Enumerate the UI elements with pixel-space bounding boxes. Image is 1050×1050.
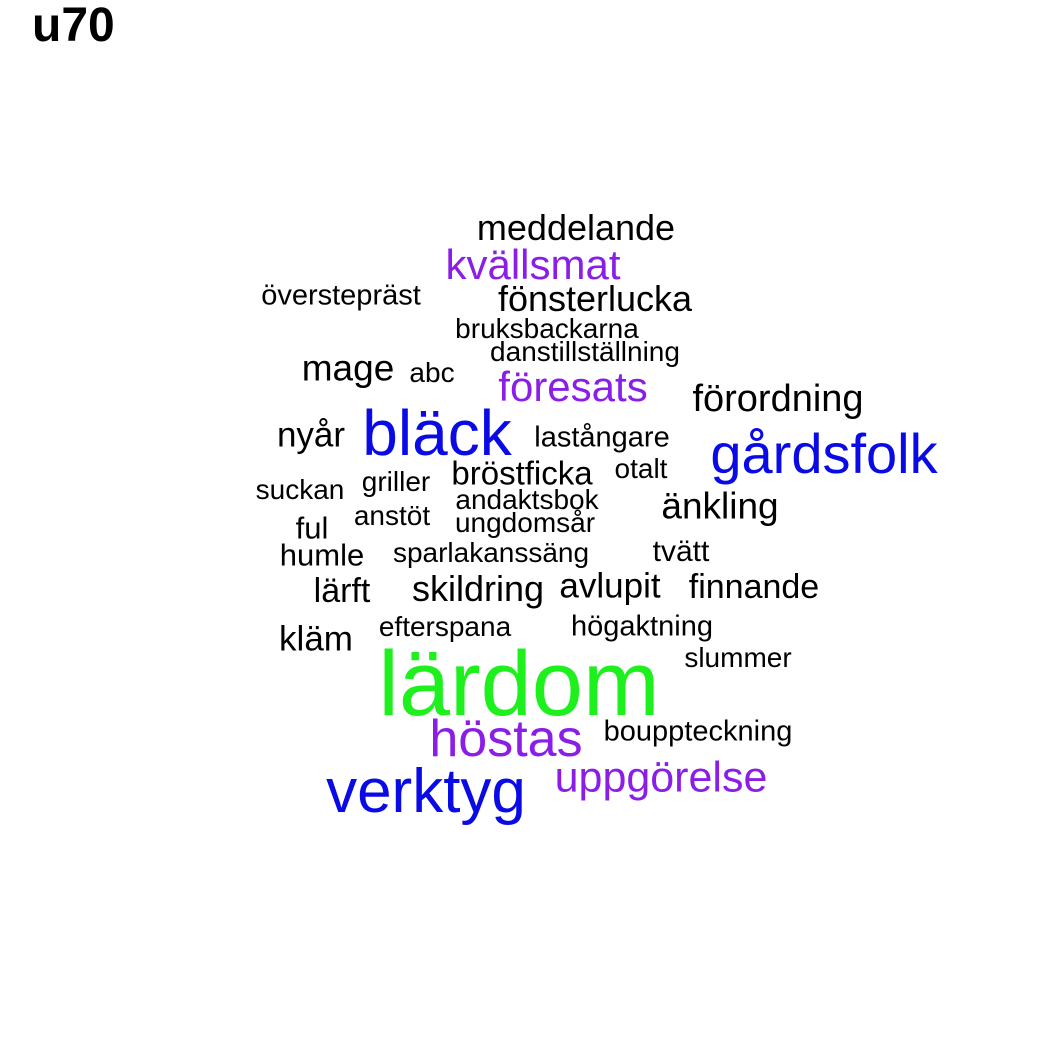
- word-gardsfolk: gårdsfolk: [710, 422, 938, 485]
- word-meddelande: meddelande: [476, 207, 676, 248]
- word-avlupit: avlupit: [559, 566, 661, 606]
- word-brostficka: bröstficka: [451, 454, 593, 492]
- word-finnande: finnande: [688, 568, 820, 606]
- word-otalt: otalt: [614, 453, 668, 484]
- word-black: bläck: [362, 397, 512, 469]
- word-andaktsbok: andaktsbok: [455, 484, 599, 515]
- word-kvallsmat: kvällsmat: [445, 241, 621, 288]
- word-sparlakanssang: sparlakanssäng: [392, 537, 590, 568]
- word-overstepräst: överstepräst: [261, 279, 421, 312]
- word-abc: abc: [409, 357, 455, 388]
- word-forordning: förordning: [692, 378, 864, 420]
- word-skildring: skildring: [411, 568, 545, 609]
- page-title: u70: [32, 0, 115, 52]
- word-mage: mage: [301, 347, 395, 389]
- word-danstillstallning: danstillställning: [490, 336, 680, 367]
- word-griller: griller: [361, 466, 431, 497]
- word-efterspana: efterspana: [378, 611, 512, 642]
- word-uppgorelse: uppgörelse: [554, 753, 768, 802]
- word-anstot: anstöt: [353, 500, 431, 531]
- word-ful: ful: [295, 510, 329, 546]
- word-lastangare: lastångare: [534, 421, 670, 454]
- word-suckan: suckan: [255, 474, 345, 505]
- word-foresats: föresats: [498, 363, 648, 410]
- word-nyar: nyår: [276, 415, 346, 455]
- word-fonsterlucka: fönsterlucka: [497, 278, 693, 319]
- word-hogaktning: högaktning: [571, 610, 713, 643]
- word-hostas: höstas: [429, 710, 583, 768]
- word-ungdomsar: ungdomsår: [454, 507, 596, 538]
- word-verktyg: verktyg: [326, 757, 526, 826]
- word-bouppteckning: bouppteckning: [603, 715, 793, 748]
- word-bruksbackarna: bruksbackarna: [455, 313, 639, 344]
- word-ankling: änkling: [661, 485, 779, 527]
- word-larft: lärft: [313, 572, 371, 610]
- word-humle: humle: [279, 537, 365, 573]
- word-slummer: slummer: [684, 642, 792, 673]
- word-tvatt: tvätt: [652, 535, 710, 568]
- word-klam: kläm: [279, 619, 353, 659]
- word-lardom: lärdom: [378, 633, 660, 735]
